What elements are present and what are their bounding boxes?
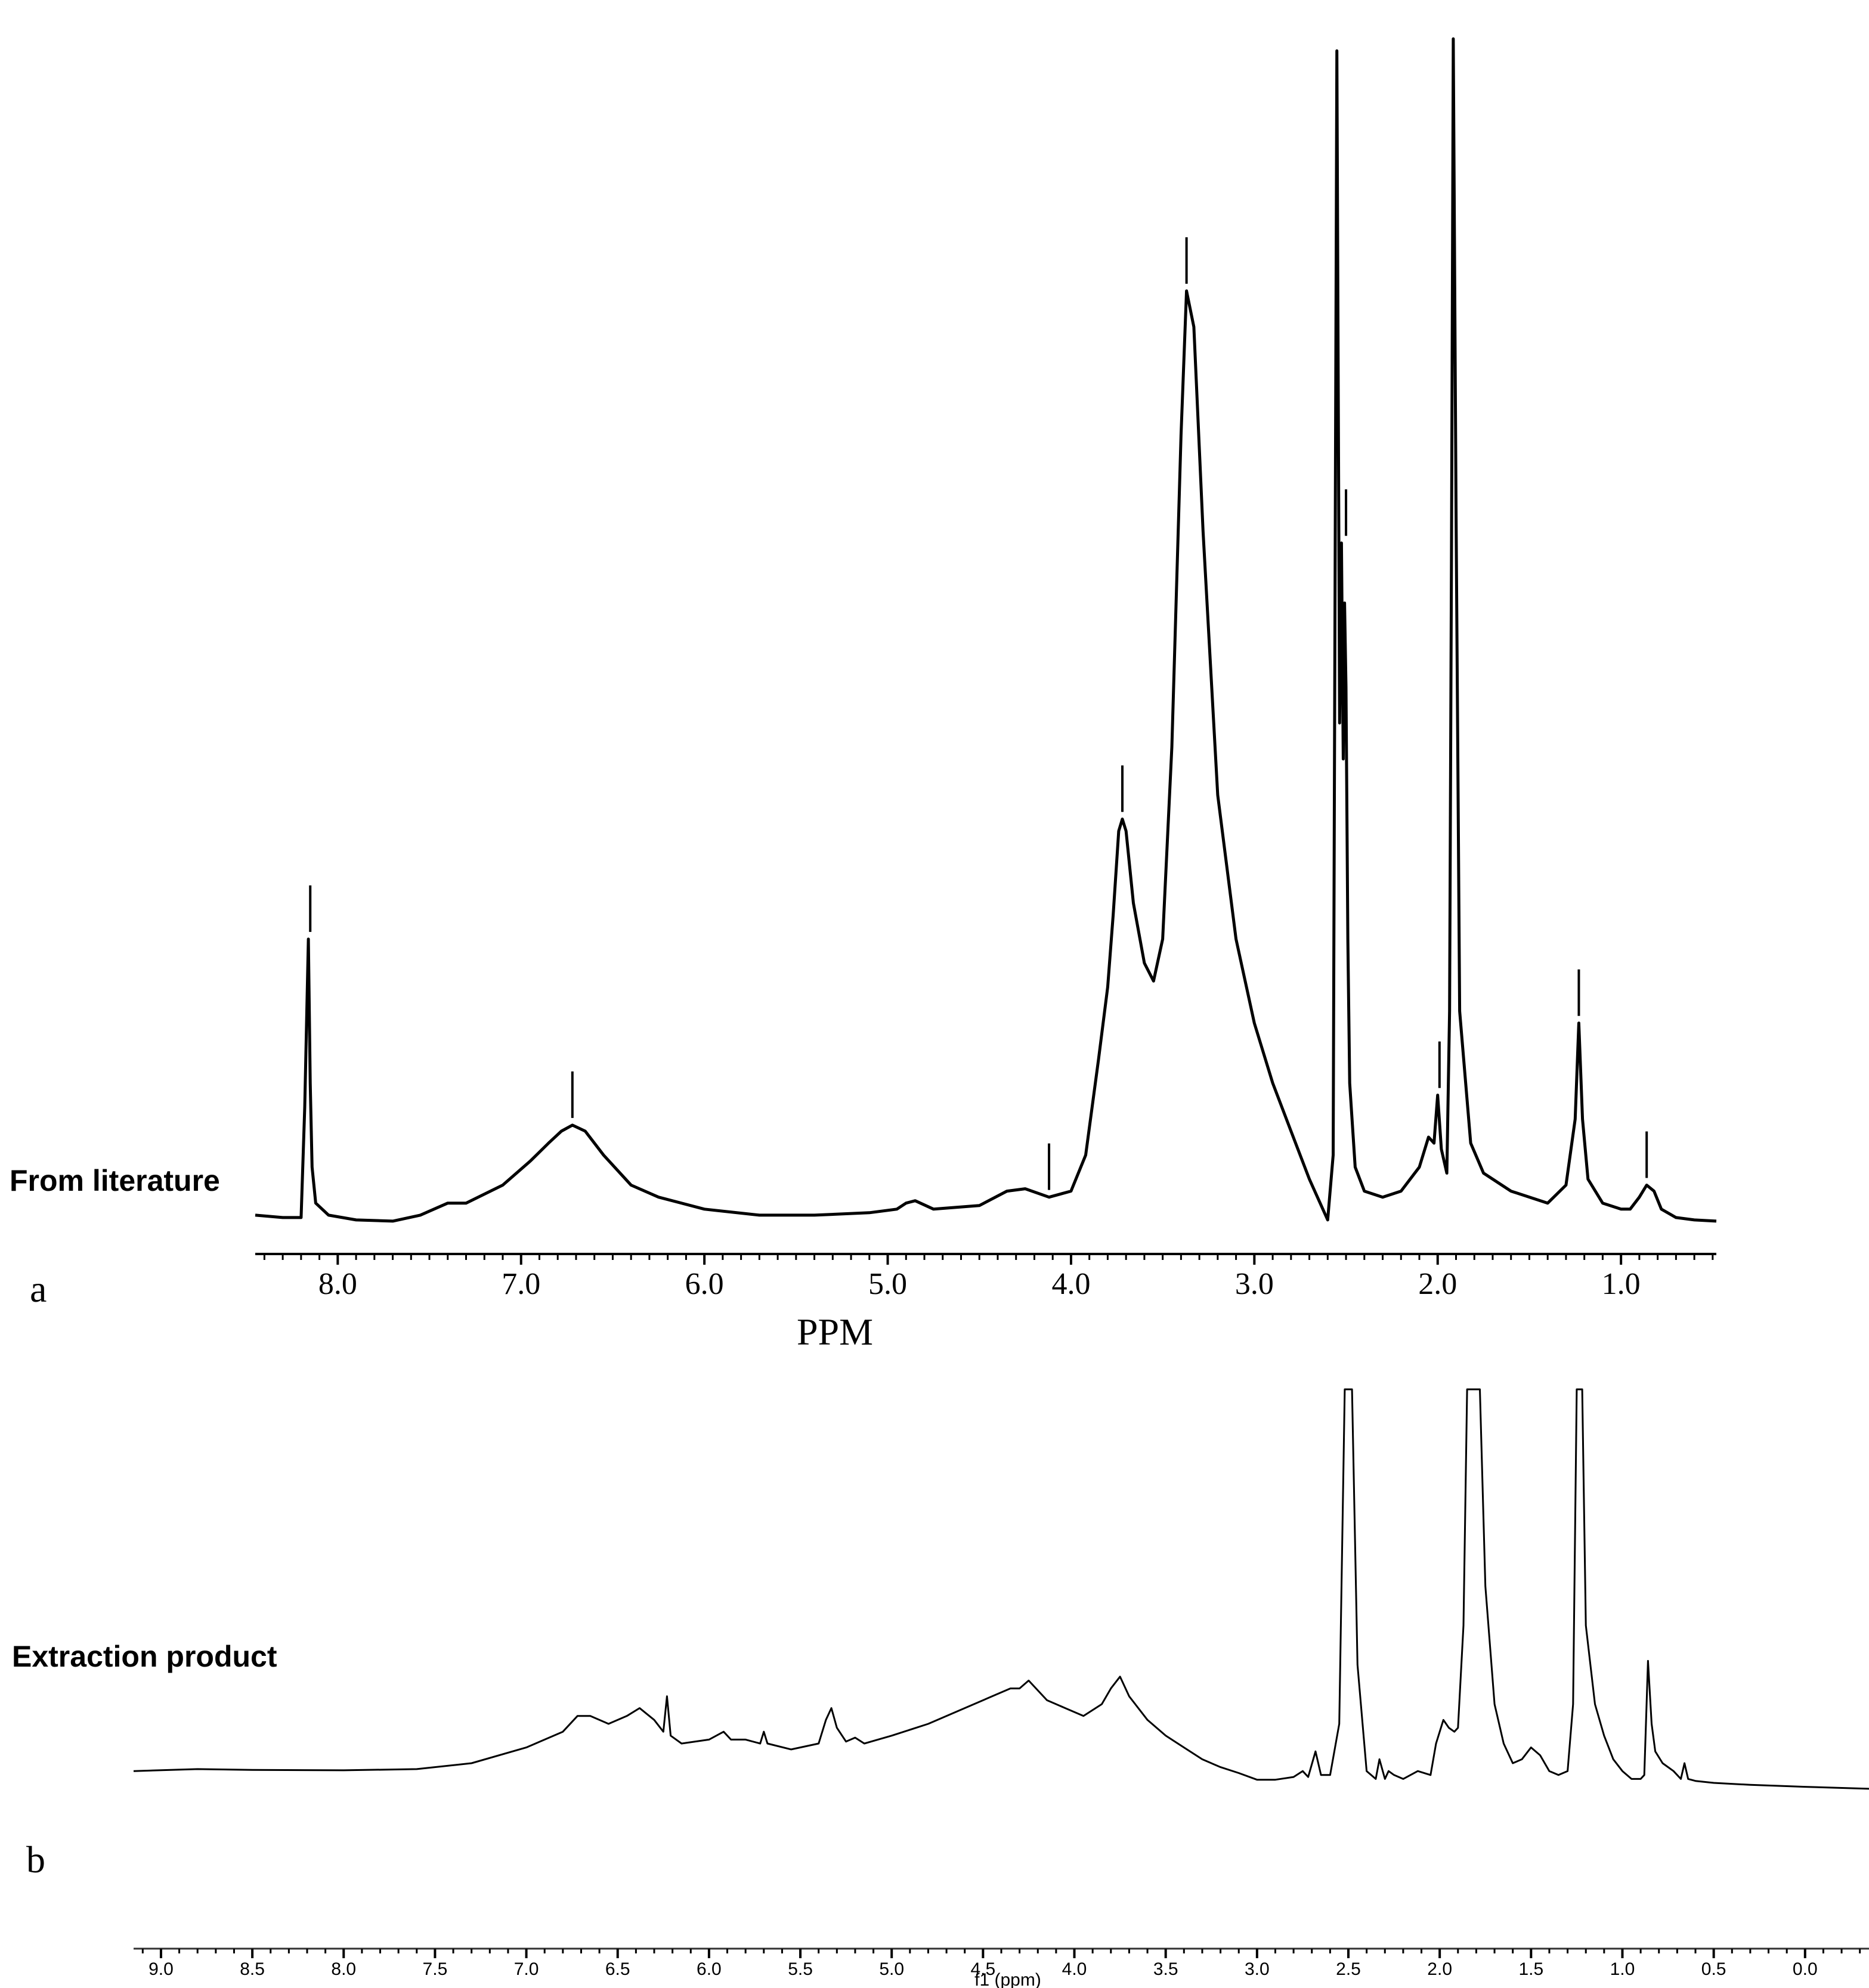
panel-a-x-ticks: 8.0 7.0 6.0 5.0 4.0 3.0 2.0 1.0 [263, 1254, 1714, 1301]
x-tick-label: 0.5 [1701, 1959, 1726, 1979]
panel-b-extraction-spectrum: 9.0 8.5 8.0 7.5 7.0 6.5 6.0 5.5 5.0 4.5 4.0 3.5 3.0 2… [12, 1388, 1869, 1988]
panel-a-literature-spectrum: 8.0 7.0 6.0 5.0 4.0 3.0 2.0 1.0 From literature… [10, 37, 1717, 1353]
x-tick-label: 5.5 [788, 1959, 813, 1979]
x-tick-label: 6.0 [685, 1267, 724, 1301]
x-tick-label: 4.0 [1062, 1959, 1087, 1979]
x-tick-label: 8.0 [318, 1267, 357, 1301]
x-tick-label: 6.5 [605, 1959, 630, 1979]
x-tick-label: 5.0 [868, 1267, 907, 1301]
panel-a-series-label: From literature [10, 1164, 220, 1197]
x-tick-label: 1.0 [1610, 1959, 1635, 1979]
x-tick-label: 7.0 [502, 1267, 540, 1301]
panel-a-x-axis-title: PPM [797, 1311, 873, 1353]
panel-b-x-axis-title: f1 (ppm) [974, 1970, 1041, 1988]
x-tick-label: 9.0 [148, 1959, 174, 1979]
panel-b-letter: b [26, 1838, 45, 1881]
x-tick-label: 7.5 [423, 1959, 448, 1979]
x-tick-label: 4.0 [1051, 1267, 1090, 1301]
x-tick-label: 2.5 [1336, 1959, 1361, 1979]
x-tick-label: 3.0 [1245, 1959, 1270, 1979]
panel-b-spectrum-trace [133, 1388, 1869, 1790]
x-tick-label: 5.0 [879, 1959, 904, 1979]
x-tick-label: 8.0 [331, 1959, 356, 1979]
x-tick-label: 2.0 [1427, 1959, 1452, 1979]
x-tick-label: 3.5 [1153, 1959, 1178, 1979]
panel-b-series-label: Extraction product [12, 1640, 277, 1673]
x-tick-label: 1.0 [1602, 1267, 1641, 1301]
panel-a-spectrum-trace [255, 37, 1717, 1223]
x-tick-label: 0.0 [1793, 1959, 1818, 1979]
x-tick-label: 4.5 [971, 1959, 996, 1979]
panel-b-x-ticks: 9.0 8.5 8.0 7.5 7.0 6.5 6.0 5.5 5.0 4.5 4.0 3.5 3.0 2… [141, 1949, 1861, 1979]
panel-a-letter: a [30, 1268, 47, 1310]
x-tick-label: 6.0 [697, 1959, 722, 1979]
x-tick-label: 2.0 [1418, 1267, 1457, 1301]
panel-a-peak-markers [309, 237, 1648, 1190]
x-tick-label: 7.0 [514, 1959, 539, 1979]
x-tick-label: 3.0 [1235, 1267, 1274, 1301]
x-tick-label: 1.5 [1518, 1959, 1543, 1979]
x-tick-label: 8.5 [240, 1959, 265, 1979]
